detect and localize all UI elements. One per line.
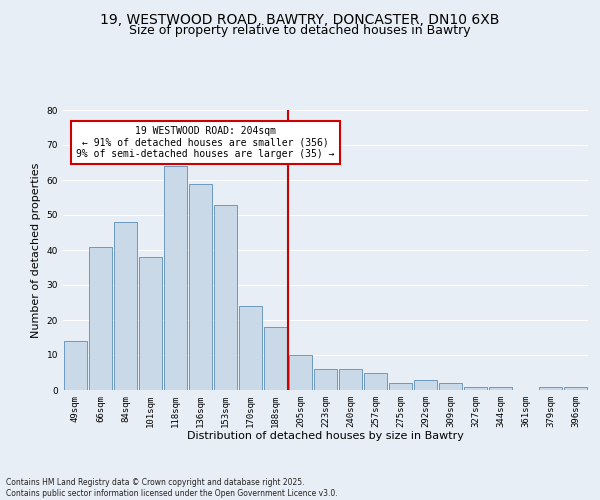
Text: Size of property relative to detached houses in Bawtry: Size of property relative to detached ho… [129, 24, 471, 37]
Text: 19 WESTWOOD ROAD: 204sqm
← 91% of detached houses are smaller (356)
9% of semi-d: 19 WESTWOOD ROAD: 204sqm ← 91% of detach… [76, 126, 335, 159]
Text: 19, WESTWOOD ROAD, BAWTRY, DONCASTER, DN10 6XB: 19, WESTWOOD ROAD, BAWTRY, DONCASTER, DN… [100, 12, 500, 26]
Bar [464, 386, 487, 390]
Bar [489, 386, 512, 390]
Bar [139, 257, 162, 390]
Bar [114, 222, 137, 390]
Y-axis label: Number of detached properties: Number of detached properties [31, 162, 41, 338]
Bar [239, 306, 262, 390]
Bar [264, 327, 287, 390]
Bar [414, 380, 437, 390]
Bar [64, 341, 87, 390]
Bar [189, 184, 212, 390]
Bar [214, 204, 237, 390]
Bar [439, 383, 462, 390]
Bar [164, 166, 187, 390]
Bar [89, 246, 112, 390]
Bar [289, 355, 312, 390]
Text: Contains HM Land Registry data © Crown copyright and database right 2025.
Contai: Contains HM Land Registry data © Crown c… [6, 478, 338, 498]
X-axis label: Distribution of detached houses by size in Bawtry: Distribution of detached houses by size … [187, 432, 464, 442]
Bar [564, 386, 587, 390]
Bar [389, 383, 412, 390]
Bar [364, 372, 387, 390]
Bar [339, 369, 362, 390]
Bar [539, 386, 562, 390]
Bar [314, 369, 337, 390]
